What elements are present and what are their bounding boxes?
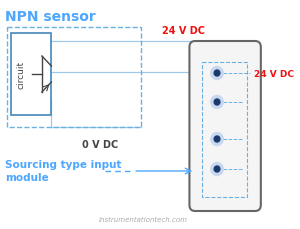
Text: module: module: [5, 172, 49, 182]
Text: NPN sensor: NPN sensor: [5, 10, 95, 24]
Circle shape: [211, 67, 223, 80]
Circle shape: [214, 166, 220, 172]
Circle shape: [214, 71, 220, 77]
Text: 24 V DC: 24 V DC: [254, 69, 294, 78]
Text: circuit: circuit: [16, 61, 26, 89]
FancyBboxPatch shape: [189, 42, 261, 211]
Circle shape: [211, 96, 223, 109]
Text: 24 V DC: 24 V DC: [162, 26, 205, 36]
Text: 0 V DC: 0 V DC: [82, 139, 118, 149]
Bar: [11, 34, 51, 115]
Bar: [7, 28, 141, 128]
Circle shape: [214, 136, 220, 142]
Circle shape: [211, 163, 223, 176]
Text: Sourcing type input: Sourcing type input: [5, 159, 121, 169]
Circle shape: [214, 100, 220, 106]
Circle shape: [211, 133, 223, 146]
Bar: [202, 63, 247, 197]
Text: instrumentationtech.com: instrumentationtech.com: [98, 216, 187, 222]
